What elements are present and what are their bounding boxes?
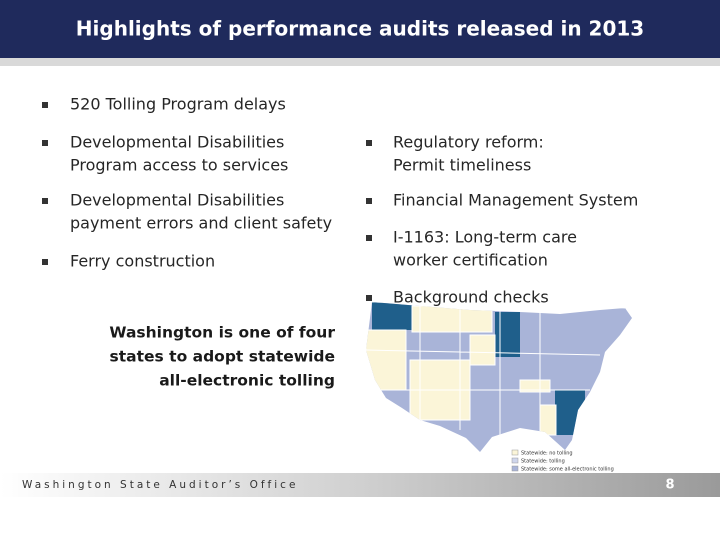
bullet-text: Ferry construction: [70, 252, 215, 271]
bullet-text: 520 Tolling Program delays: [70, 95, 286, 114]
bullet-text: Permit timeliness: [393, 156, 531, 175]
bullet-marker: [366, 198, 372, 204]
callout-text: states to adopt statewide: [110, 348, 335, 366]
bullet-text: worker certification: [393, 251, 548, 270]
bullet-marker: [42, 198, 48, 204]
bullet-marker: [366, 140, 372, 146]
bullet-area: 520 Tolling Program delays Developmental …: [42, 95, 638, 390]
legend-swatch: [511, 449, 519, 456]
bullet-text: Program access to services: [70, 156, 288, 175]
legend-label: Statewide: tolling: [521, 459, 565, 465]
header-bar: [0, 0, 720, 58]
header-strip: [0, 58, 720, 66]
bullet-marker: [42, 259, 48, 265]
footer-bar: [0, 473, 720, 497]
bullet-text: Developmental Disabilities: [70, 133, 284, 152]
bullet-text: Developmental Disabilities: [70, 191, 284, 210]
legend-swatch: [511, 465, 519, 472]
bullet-marker: [42, 102, 48, 108]
legend-swatch: [511, 457, 519, 464]
callout-text: Washington is one of four: [109, 324, 335, 342]
bullet-marker: [366, 295, 372, 301]
bullet-marker: [42, 140, 48, 146]
legend-label: Statewide: some all-electronic tolling: [521, 467, 614, 473]
bullet-text: Background checks: [393, 288, 549, 307]
page-number: 8: [665, 478, 674, 493]
legend-label: Statewide: no tolling: [521, 451, 573, 457]
footer-text: Washington State Auditor’s Office: [22, 479, 298, 491]
bullet-marker: [366, 235, 372, 241]
us-map: [366, 302, 632, 452]
bullet-text: Financial Management System: [393, 191, 638, 210]
bullet-text: I-1163: Long-term care: [393, 228, 577, 247]
callout-text: all-electronic tolling: [159, 372, 335, 390]
slide-title: Highlights of performance audits release…: [76, 17, 644, 41]
bullet-text: payment errors and client safety: [70, 214, 332, 233]
bullet-text: Regulatory reform:: [393, 133, 544, 152]
